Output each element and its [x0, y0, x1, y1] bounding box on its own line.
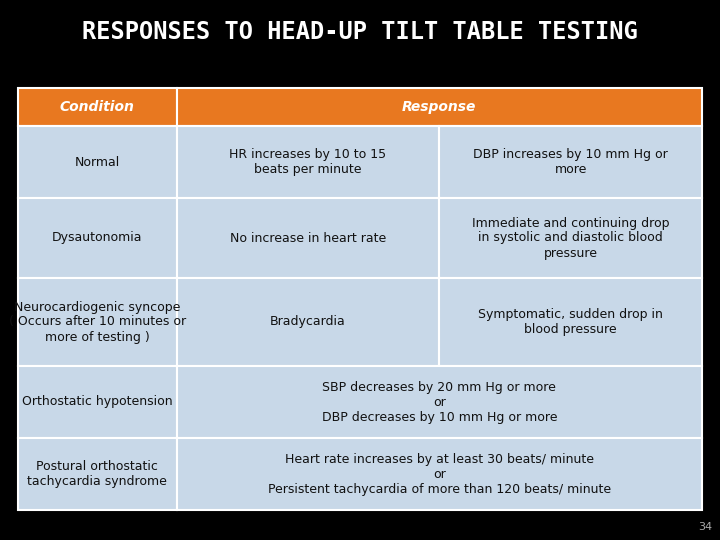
- Bar: [18, 438, 176, 510]
- Text: Neurocardiogenic syncope
( Occurs after 10 minutes or
more of testing ): Neurocardiogenic syncope ( Occurs after …: [9, 300, 186, 343]
- Bar: [176, 126, 439, 198]
- Bar: [176, 438, 702, 510]
- Text: HR increases by 10 to 15
beats per minute: HR increases by 10 to 15 beats per minut…: [230, 148, 387, 176]
- Text: Dysautonomia: Dysautonomia: [52, 232, 143, 245]
- Bar: [18, 198, 176, 278]
- Bar: [176, 278, 439, 366]
- Bar: [439, 198, 702, 278]
- Text: SBP decreases by 20 mm Hg or more
or
DBP decreases by 10 mm Hg or more: SBP decreases by 20 mm Hg or more or DBP…: [322, 381, 557, 423]
- Bar: [439, 126, 702, 198]
- Bar: [176, 88, 702, 126]
- Bar: [18, 366, 176, 438]
- Text: Immediate and continuing drop
in systolic and diastolic blood
pressure: Immediate and continuing drop in systoli…: [472, 217, 670, 260]
- Text: Postural orthostatic
tachycardia syndrome: Postural orthostatic tachycardia syndrom…: [27, 460, 167, 488]
- Text: No increase in heart rate: No increase in heart rate: [230, 232, 386, 245]
- Bar: [18, 88, 702, 510]
- Text: Bradycardia: Bradycardia: [270, 315, 346, 328]
- Text: RESPONSES TO HEAD-UP TILT TABLE TESTING: RESPONSES TO HEAD-UP TILT TABLE TESTING: [82, 20, 638, 44]
- Text: Orthostatic hypotension: Orthostatic hypotension: [22, 395, 173, 408]
- Bar: [18, 278, 176, 366]
- Text: 34: 34: [698, 522, 712, 532]
- Text: Normal: Normal: [75, 156, 120, 168]
- Text: Heart rate increases by at least 30 beats/ minute
or
Persistent tachycardia of m: Heart rate increases by at least 30 beat…: [268, 453, 611, 496]
- Text: Symptomatic, sudden drop in
blood pressure: Symptomatic, sudden drop in blood pressu…: [478, 308, 663, 336]
- Bar: [18, 88, 176, 126]
- Text: Response: Response: [402, 100, 477, 114]
- Bar: [176, 198, 439, 278]
- Bar: [439, 278, 702, 366]
- Text: Condition: Condition: [60, 100, 135, 114]
- Bar: [176, 366, 702, 438]
- Text: DBP increases by 10 mm Hg or
more: DBP increases by 10 mm Hg or more: [473, 148, 668, 176]
- Bar: [18, 126, 176, 198]
